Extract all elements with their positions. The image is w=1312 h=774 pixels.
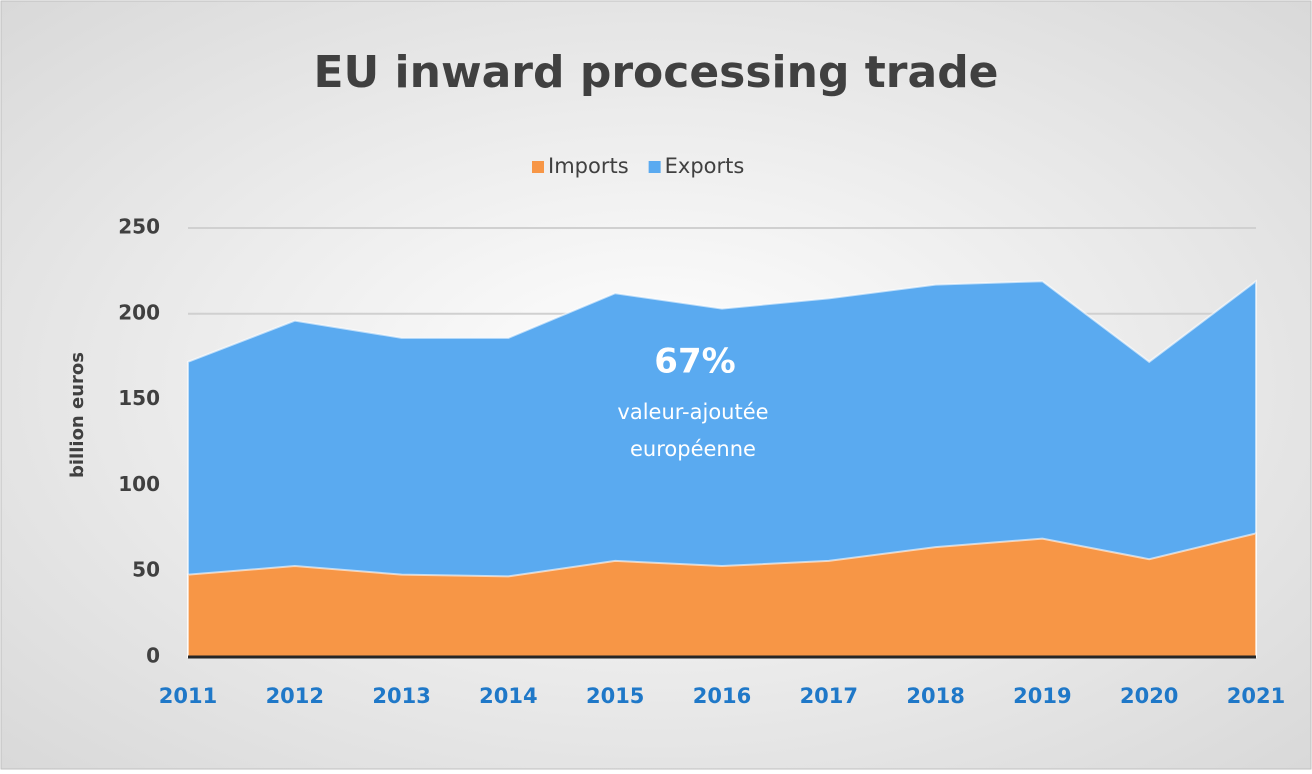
y-tick-label: 100 bbox=[118, 472, 160, 496]
areas bbox=[187, 279, 1257, 659]
y-axis-label: billion euros bbox=[67, 352, 88, 478]
x-tick-label: 2020 bbox=[1120, 684, 1178, 708]
x-tick-label: 2021 bbox=[1227, 684, 1285, 708]
legend-label: Imports bbox=[548, 154, 629, 178]
y-tick-label: 250 bbox=[118, 215, 160, 239]
labels: 0 50 100 150 200 250 2011 2012 2013 2014 2015 2016 2… bbox=[118, 154, 1285, 708]
y-tick-label: 150 bbox=[118, 386, 160, 410]
x-tick-label: 2013 bbox=[372, 684, 430, 708]
x-tick-label: 2017 bbox=[800, 684, 858, 708]
chart-title: EU inward processing trade bbox=[313, 47, 998, 98]
legend-swatch bbox=[532, 161, 544, 173]
legend-label: Exports bbox=[665, 154, 745, 178]
x-tick-label: 2012 bbox=[266, 684, 324, 708]
annotation: valeur-ajoutée bbox=[617, 400, 768, 424]
x-tick-label: 2019 bbox=[1013, 684, 1071, 708]
area bbox=[187, 532, 1257, 658]
annotation: européenne bbox=[630, 437, 756, 461]
y-tick-label: 200 bbox=[118, 300, 160, 324]
x-tick-label: 2018 bbox=[906, 684, 964, 708]
annotation: 67% bbox=[654, 342, 735, 382]
y-tick-label: 50 bbox=[132, 558, 160, 582]
legend-swatch bbox=[648, 161, 661, 173]
x-tick-label: 2015 bbox=[586, 684, 644, 708]
x-tick-label: 2016 bbox=[693, 684, 751, 708]
x-tick-label: 2014 bbox=[479, 684, 537, 708]
y-tick-label: 0 bbox=[146, 644, 160, 668]
x-tick-label: 2011 bbox=[159, 684, 217, 708]
